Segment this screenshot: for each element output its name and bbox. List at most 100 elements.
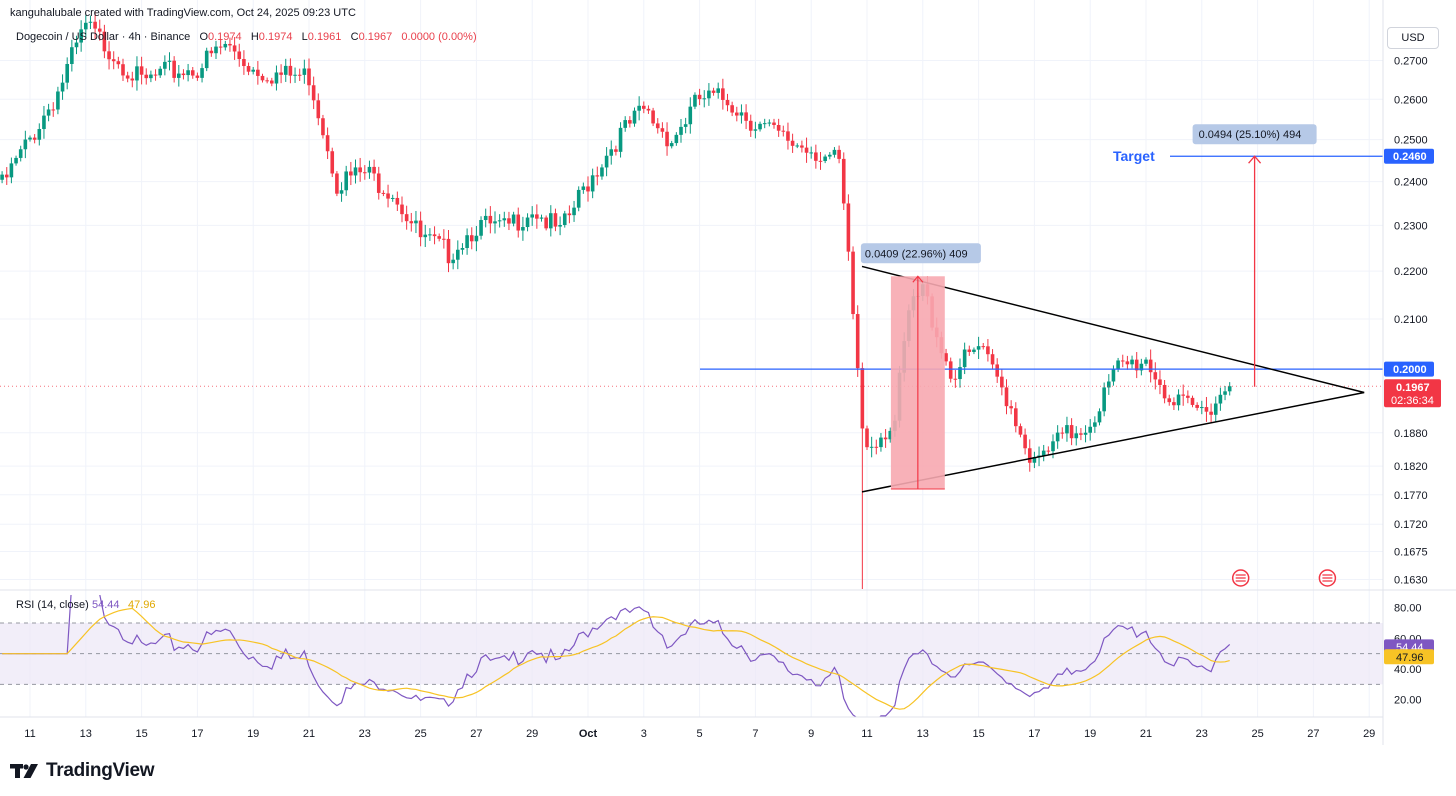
candle-body	[88, 21, 93, 23]
candle-body	[553, 213, 558, 227]
rsi-ma-tag: 47.96	[1396, 652, 1424, 664]
candle-body	[1190, 397, 1195, 405]
rsi-ma-line	[2, 607, 1230, 710]
candle-body	[56, 91, 60, 110]
candle-body	[414, 220, 418, 224]
candle-body	[223, 43, 228, 48]
candle-body	[1195, 404, 1199, 408]
candle-body	[604, 155, 609, 168]
candle-body	[311, 85, 316, 101]
candle-body	[790, 140, 795, 146]
candle-body	[795, 145, 800, 147]
target-measure-label: 0.0494 (25.10%) 494	[1199, 129, 1302, 141]
rsi-legend-value: 54.44	[92, 599, 120, 611]
candle-body	[944, 353, 948, 362]
candle-body	[590, 175, 595, 192]
candle-body	[279, 72, 283, 75]
candle-body	[655, 123, 660, 129]
time-axis-label: 27	[1307, 728, 1319, 740]
candle-body	[586, 186, 590, 192]
time-axis-label: 25	[414, 728, 426, 740]
time-axis-label: 11	[861, 728, 872, 740]
candle-body	[18, 149, 23, 158]
candle-body	[246, 66, 251, 72]
candle-body	[125, 75, 130, 79]
candle-body	[70, 47, 74, 64]
rsi-axis-label: 20.00	[1394, 695, 1422, 707]
candle-body	[576, 189, 581, 208]
candle-body	[260, 75, 265, 81]
candle-body	[823, 156, 827, 162]
price-axis-label: 0.1630	[1394, 575, 1428, 587]
time-axis-label: 19	[247, 728, 259, 740]
candle-body	[1023, 434, 1027, 449]
candle-body	[325, 135, 330, 152]
tradingview-logo-icon	[10, 764, 38, 778]
candle-body	[711, 90, 716, 93]
rsi-axis-label: 40.00	[1394, 664, 1422, 676]
axes: 0.2700 0.2600 0.2500 0.2400 0.2300 0.2200 0.21…	[0, 0, 1456, 745]
ohlc-low-label: L	[301, 31, 308, 43]
candle-body	[451, 259, 455, 264]
ohlc-close-value: 0.1967	[358, 31, 393, 43]
rsi-pane	[0, 595, 1383, 717]
candle-body	[883, 437, 888, 440]
candle-body	[9, 163, 14, 178]
candle-body	[516, 214, 521, 231]
candle-body	[218, 46, 223, 48]
candle-body	[665, 131, 669, 147]
candle-body	[186, 70, 190, 76]
time-axis-label: 29	[1363, 728, 1375, 740]
candle-body	[972, 349, 976, 352]
candle-body	[349, 171, 353, 176]
tradingview-logo[interactable]: TradingView	[10, 760, 155, 782]
candle-body	[358, 167, 362, 173]
candle-body	[651, 110, 655, 124]
time-axis-label: 29	[526, 728, 538, 740]
candle-body	[242, 59, 246, 67]
time-axis-label: 19	[1084, 728, 1096, 740]
candle-body	[1162, 384, 1167, 399]
candle-body	[1004, 387, 1009, 407]
candle-body	[707, 90, 711, 99]
candle-body	[1116, 360, 1120, 370]
candle-body	[721, 88, 725, 100]
candle-body	[744, 112, 748, 121]
rsi-legend-label: RSI (14, close)	[16, 599, 89, 611]
candle-body	[1097, 411, 1102, 423]
candle-body	[437, 236, 441, 239]
candle-body	[60, 82, 65, 92]
candle-body	[995, 364, 999, 377]
candle-body	[4, 174, 9, 178]
candle-body	[428, 234, 432, 236]
candle-body	[865, 428, 869, 448]
candle-body	[1209, 411, 1213, 415]
candle-body	[297, 74, 302, 76]
last-price-countdown: 02:36:34	[1391, 395, 1434, 407]
candle-body	[149, 74, 153, 79]
brand-name: TradingView	[46, 760, 155, 781]
candle-body	[642, 105, 646, 109]
candle-body	[1065, 425, 1069, 434]
candle-body	[702, 98, 707, 100]
candle-body	[851, 251, 855, 315]
candle-body	[42, 115, 46, 130]
candle-body	[814, 152, 818, 161]
symbol-legend[interactable]: Dogecoin / US Dollar · 4h · Binance O0.1…	[16, 31, 477, 43]
candle-body	[228, 43, 232, 46]
candle-body	[395, 197, 400, 205]
candle-body	[409, 221, 414, 224]
candle-body	[828, 154, 832, 157]
currency-selector[interactable]: USD	[1387, 27, 1439, 49]
target-label: Target	[1113, 148, 1155, 164]
candle-body	[204, 50, 209, 69]
candle-body	[465, 235, 469, 249]
candle-body	[497, 220, 502, 222]
time-axis-label: 23	[1196, 728, 1208, 740]
price-axis-label: 0.1770	[1394, 490, 1428, 502]
candle-body	[251, 69, 255, 72]
price-range-label-bg	[860, 243, 981, 264]
candle-body	[167, 60, 172, 62]
candle-body	[344, 171, 348, 191]
candle-body	[172, 60, 176, 78]
